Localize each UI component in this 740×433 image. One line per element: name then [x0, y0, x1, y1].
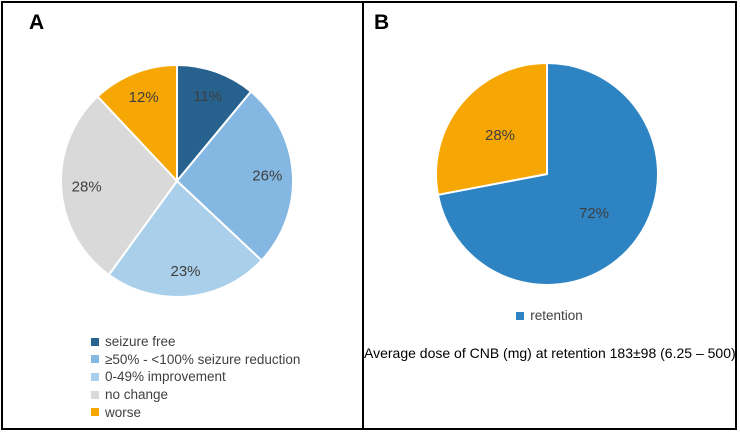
panel-b-letter: B: [374, 11, 390, 34]
slice-value-label-0-49-improvement: 23%: [170, 263, 200, 280]
panel-a: A 11% 26% 23% 28% 12% seizure free ≥50% - <10…: [3, 3, 364, 428]
legend-item-retention: retention: [516, 307, 583, 325]
legend-marker-icon: [91, 372, 99, 381]
pie-slice-50-100-seizure-reduction: [176, 90, 294, 262]
legend-seizure-outcomes: seizure free ≥50% - <100% seizure reducti…: [91, 333, 300, 421]
legend-label: 0-49% improvement: [105, 369, 226, 385]
slice-value-label-worse: 12%: [129, 89, 159, 106]
legend-label: no change: [105, 387, 169, 403]
slice-value-label-no-change: 28%: [72, 179, 102, 196]
legend-label: worse: [105, 404, 142, 420]
slice-value-label-seizure-free: 11%: [193, 88, 222, 105]
legend-item-seizure-free: seizure free: [91, 333, 300, 351]
pie-chart-retention: 72% 28%: [435, 62, 659, 286]
panel-b: B 72% 28% retention Average dose of CNB (…: [364, 3, 736, 428]
pie-slice-seizure-free: [176, 64, 252, 182]
legend-label: seizure free: [105, 334, 176, 350]
slice-value-label-50-100-seizure-reduction: 26%: [252, 167, 282, 184]
pie-slice-worse: [96, 64, 178, 182]
pie-chart-seizure-outcomes: 11% 26% 23% 28% 12%: [60, 64, 294, 298]
legend-marker-icon: [91, 355, 99, 364]
pie-slice-0-49-improvement: [107, 180, 263, 298]
panel-a-letter: A: [29, 11, 45, 34]
legend-item-no-change: no change: [91, 386, 300, 404]
legend-label: ≥50% - <100% seizure reduction: [105, 351, 301, 367]
legend-item-0-49-improvement: 0-49% improvement: [91, 368, 300, 386]
legend-item-50-100-seizure-reduction: ≥50% - <100% seizure reduction: [91, 351, 300, 369]
legend-item-worse: worse: [91, 403, 300, 421]
slice-value-label-retention: 72%: [579, 205, 609, 222]
legend-retention: retention: [364, 307, 735, 325]
legend-marker-icon: [91, 337, 99, 346]
legend-marker-icon: [91, 408, 99, 417]
legend-label: retention: [530, 308, 583, 324]
slice-value-label-unlabeled: 28%: [485, 127, 515, 144]
legend-marker-icon: [91, 390, 99, 399]
average-dose-caption: Average dose of CNB (mg) at retention 18…: [364, 345, 736, 361]
pie-slice-unlabeled: [435, 62, 548, 196]
legend-marker-icon: [516, 311, 525, 320]
pie-slice-no-change: [60, 95, 178, 276]
